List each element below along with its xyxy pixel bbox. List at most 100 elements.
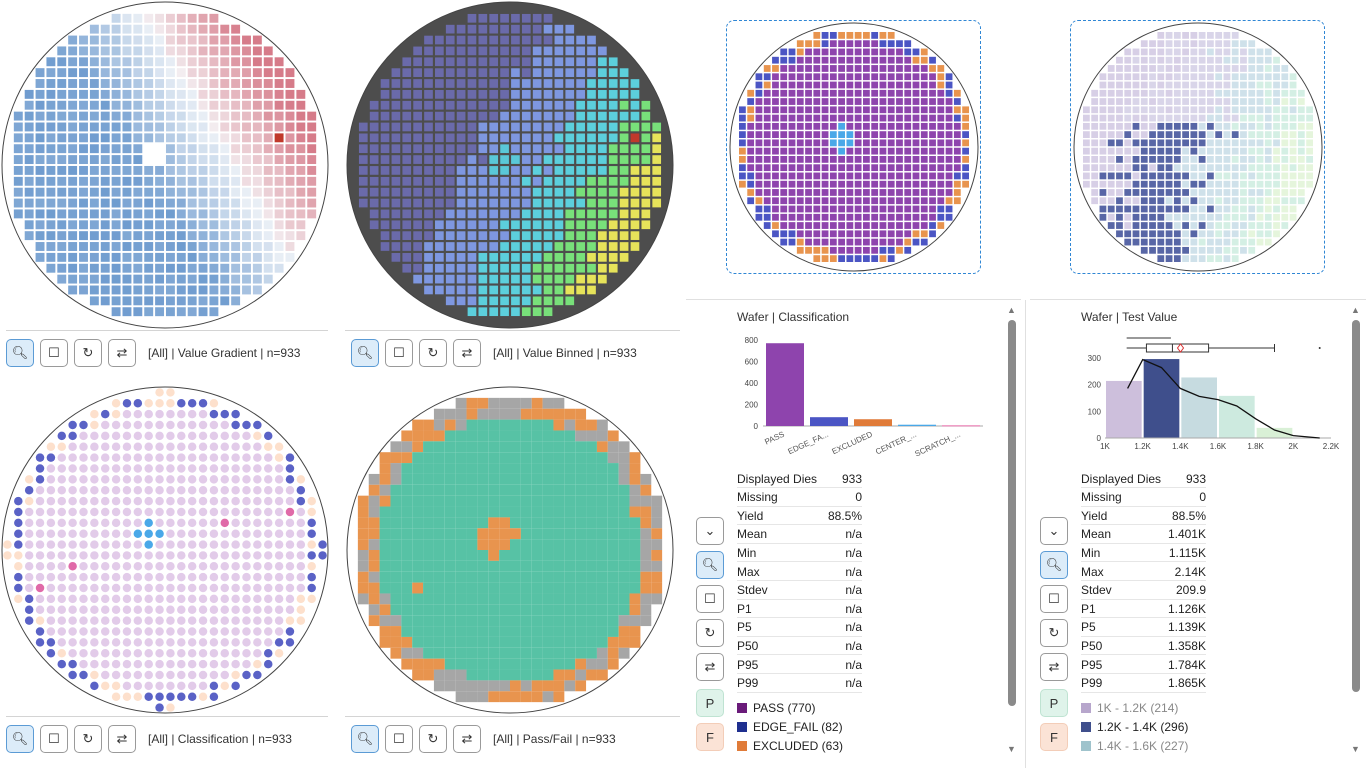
reset-button[interactable]: ↻ <box>696 619 724 647</box>
die <box>209 176 219 186</box>
zoom-button[interactable]: 🔍︎ <box>351 725 379 753</box>
fail-filter-button[interactable]: F <box>1040 723 1068 751</box>
zoom-button[interactable]: 🔍︎ <box>1040 551 1068 579</box>
die <box>532 155 542 164</box>
die <box>122 263 132 273</box>
thumbnail-classification-wafer[interactable] <box>728 21 980 273</box>
legend-item[interactable]: EXCLUDED (63) <box>737 739 843 753</box>
die <box>35 551 45 560</box>
die <box>198 659 208 669</box>
die <box>307 594 316 604</box>
wafer-passfail-canvas[interactable] <box>345 385 675 715</box>
thumbnail-classification-frame[interactable] <box>726 20 981 274</box>
wafer-map-classification[interactable] <box>0 385 330 715</box>
select-box-button[interactable]: ☐ <box>385 339 413 367</box>
wafer-map-binned[interactable] <box>345 0 675 330</box>
wafer-map-passfail[interactable] <box>345 385 675 715</box>
die <box>477 626 489 637</box>
die <box>1124 56 1132 64</box>
die <box>296 165 306 175</box>
legend-item[interactable]: 1.2K - 1.4K (296) <box>1081 720 1188 734</box>
thumbnail-testvalue-frame[interactable] <box>1070 20 1325 274</box>
die <box>209 442 219 452</box>
legend-item[interactable]: EDGE_FAIL (82) <box>737 720 843 734</box>
select-box-button[interactable]: ☐ <box>40 725 68 753</box>
die <box>553 452 565 464</box>
die <box>413 155 422 164</box>
reset-button[interactable]: ↻ <box>74 339 102 367</box>
select-box-button[interactable]: ☐ <box>385 725 413 753</box>
swap-button[interactable]: ⇄ <box>453 725 481 753</box>
die <box>187 496 197 506</box>
die <box>920 81 928 89</box>
zoom-button[interactable]: 🔍︎ <box>696 551 724 579</box>
die <box>242 485 251 495</box>
scroll-down-arrow[interactable]: ▼ <box>1007 744 1016 754</box>
die <box>587 220 596 230</box>
die <box>231 144 241 154</box>
die <box>122 198 132 208</box>
die <box>846 197 854 205</box>
die <box>618 463 630 474</box>
swap-button[interactable]: ⇄ <box>696 653 724 681</box>
select-box-button[interactable]: ☐ <box>1040 585 1068 613</box>
swap-button[interactable]: ⇄ <box>108 339 136 367</box>
swap-button[interactable]: ⇄ <box>453 339 481 367</box>
die <box>242 35 251 45</box>
die <box>455 593 467 605</box>
select-box-button[interactable]: ☐ <box>40 339 68 367</box>
die <box>274 464 284 473</box>
die <box>1264 222 1272 229</box>
die <box>209 68 219 78</box>
die <box>553 626 565 637</box>
wafer-map-gradient[interactable] <box>0 0 330 330</box>
fail-filter-button[interactable]: F <box>696 723 724 751</box>
bar <box>766 343 804 426</box>
reset-button[interactable]: ↻ <box>419 725 447 753</box>
collapse-button[interactable]: ⌄ <box>1040 517 1068 545</box>
legend-item[interactable]: PASS (770) <box>737 701 815 715</box>
die <box>165 35 175 45</box>
scroll-up-arrow[interactable]: ▲ <box>1351 305 1360 315</box>
collapse-button[interactable]: ⌄ <box>696 517 724 545</box>
legend-item[interactable]: 1.4K - 1.6K (227) <box>1081 739 1188 753</box>
die <box>144 296 154 306</box>
die <box>596 636 608 648</box>
select-box-button[interactable]: ☐ <box>696 585 724 613</box>
swap-button[interactable]: ⇄ <box>108 725 136 753</box>
die <box>466 419 478 431</box>
y-tick-label: 0 <box>754 422 759 431</box>
reset-button[interactable]: ↻ <box>74 725 102 753</box>
pass-filter-button[interactable]: P <box>1040 689 1068 717</box>
die <box>155 692 164 701</box>
reset-button[interactable]: ↻ <box>1040 619 1068 647</box>
die <box>68 420 77 430</box>
wafer-classification-canvas[interactable] <box>0 385 330 715</box>
zoom-button[interactable]: 🔍︎ <box>6 725 34 753</box>
wafer-gradient-canvas[interactable] <box>0 0 330 330</box>
zoom-button[interactable]: 🔍︎ <box>6 339 34 367</box>
die <box>565 187 575 197</box>
die <box>1124 189 1132 196</box>
die <box>608 111 618 121</box>
die <box>598 111 607 121</box>
reset-button[interactable]: ↻ <box>419 339 447 367</box>
thumbnail-testvalue-wafer[interactable] <box>1072 21 1324 273</box>
die <box>198 13 208 23</box>
legend-item[interactable]: 1K - 1.2K (214) <box>1081 701 1178 715</box>
zoom-button[interactable]: 🔍︎ <box>351 339 379 367</box>
scroll-up-arrow[interactable]: ▲ <box>1007 305 1016 315</box>
die <box>144 209 154 219</box>
scroll-down-arrow[interactable]: ▼ <box>1351 744 1360 754</box>
die <box>100 198 110 208</box>
wafer-binned-canvas[interactable] <box>345 0 675 330</box>
scrollbar-thumb[interactable] <box>1352 320 1360 692</box>
die <box>1248 56 1256 64</box>
swap-button[interactable]: ⇄ <box>1040 653 1068 681</box>
die <box>542 419 554 431</box>
die <box>46 562 56 571</box>
die <box>187 594 197 604</box>
scrollbar-thumb[interactable] <box>1008 320 1016 706</box>
pass-filter-button[interactable]: P <box>696 689 724 717</box>
die <box>165 220 175 230</box>
